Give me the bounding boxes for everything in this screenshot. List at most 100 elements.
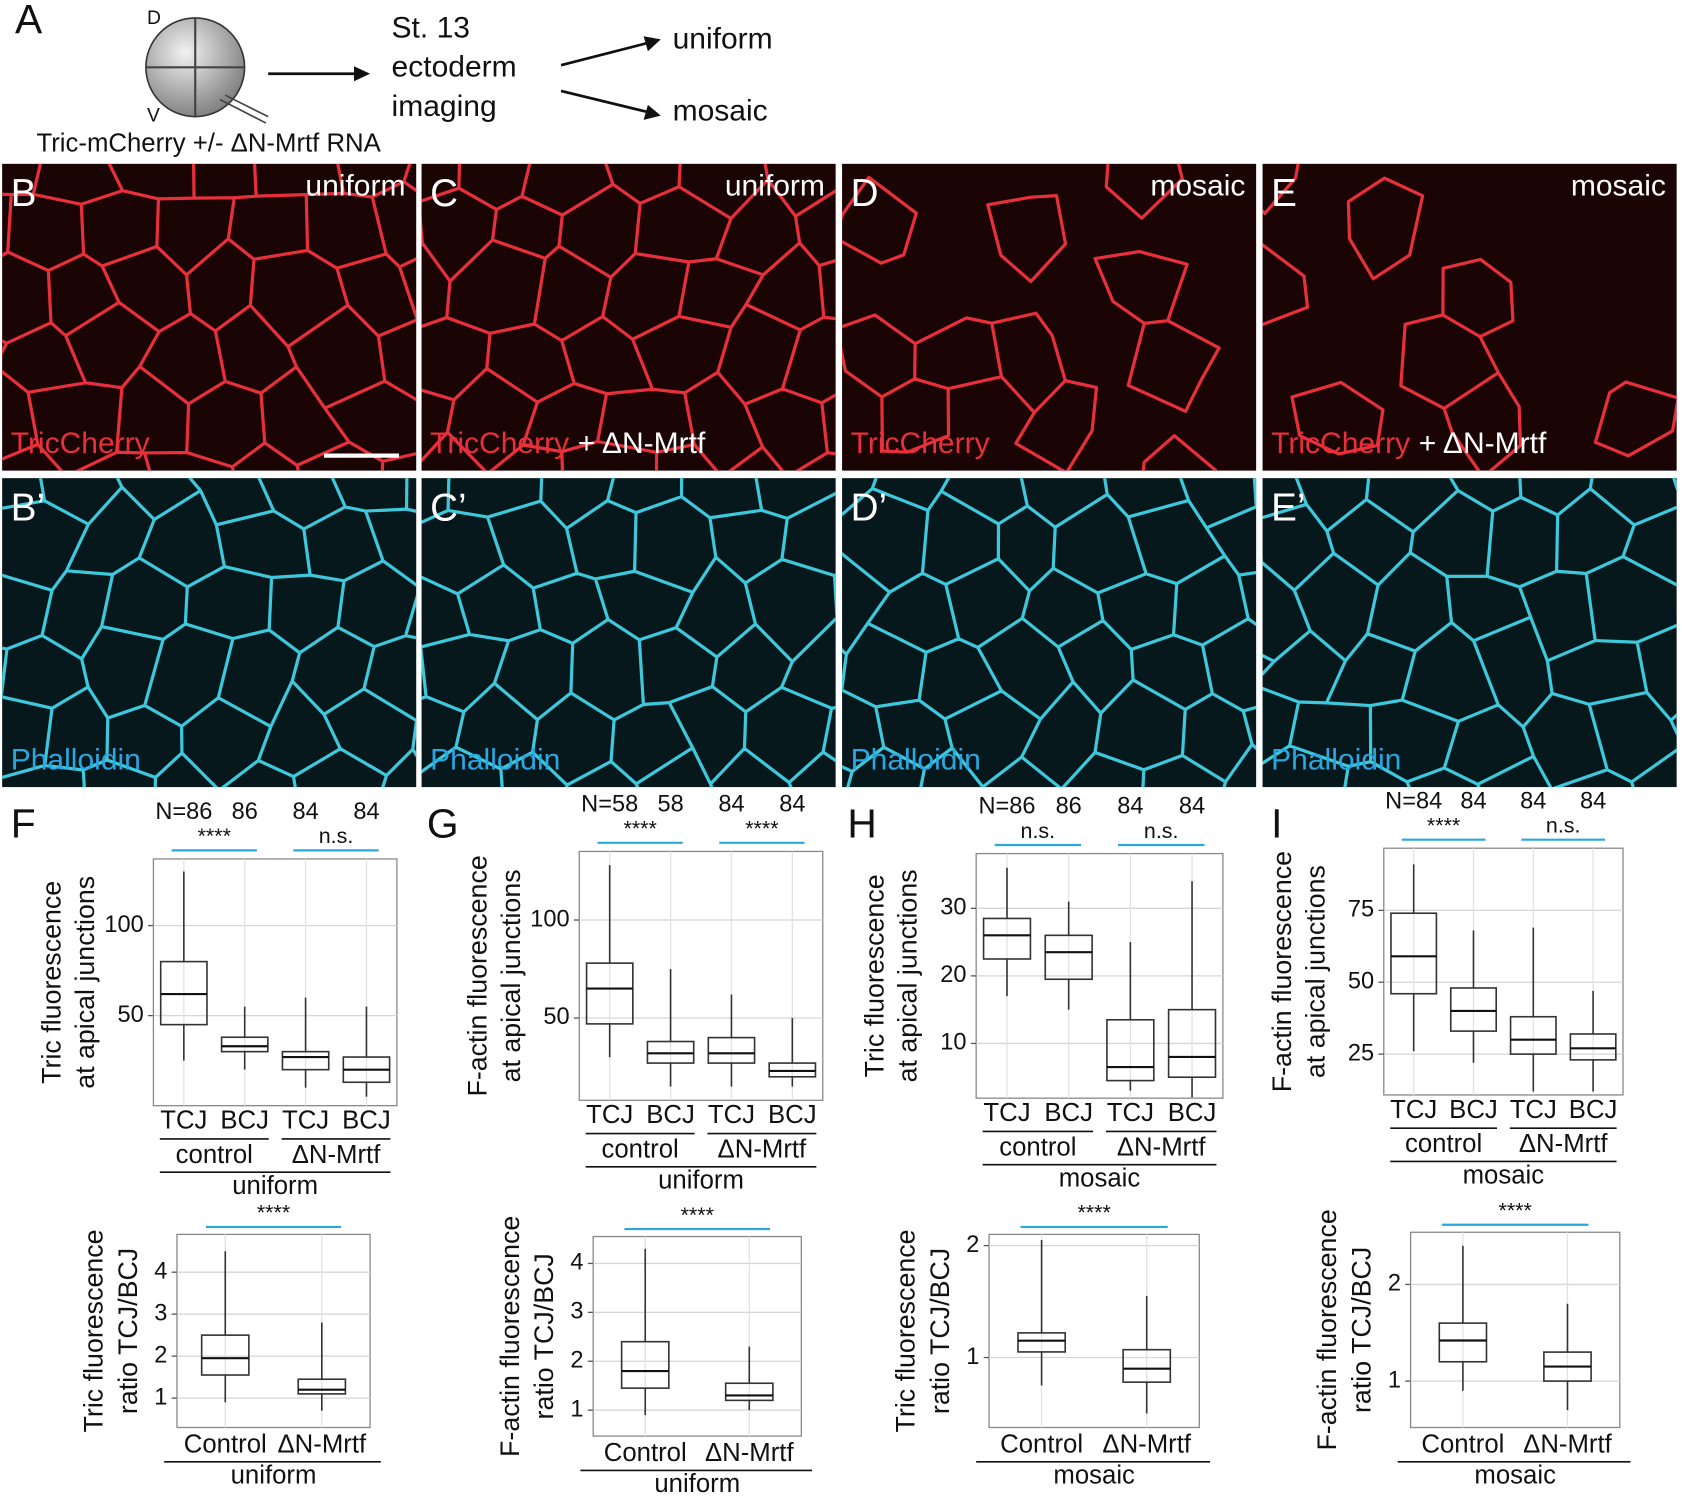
group-label: control [602, 1136, 679, 1164]
box [1569, 1033, 1617, 1061]
x-tick-label: BCJ [1044, 1099, 1093, 1127]
y-tick-label: 50 [118, 1001, 144, 1027]
cell-outlines [842, 163, 1221, 471]
y-tick-label: 100 [530, 905, 569, 931]
group-label: ΔN-Mrtf [1117, 1133, 1207, 1161]
box [1167, 1008, 1217, 1079]
n-label: 84 [1520, 787, 1546, 813]
y-tick-label: 20 [940, 961, 966, 987]
y-axis-label: F-actin fluorescence [463, 855, 493, 1096]
panel-letter: B’ [11, 487, 45, 530]
x-tick-label: ΔN-Mrtf [277, 1431, 367, 1459]
step-label: ectoderm [392, 50, 517, 83]
box [620, 1340, 670, 1389]
group-label: control [999, 1133, 1076, 1161]
y-tick-label: 3 [154, 1299, 167, 1325]
y-tick-label: 2 [154, 1341, 167, 1367]
box [220, 1036, 269, 1053]
y-axis-label: Tric fluorescence [859, 874, 889, 1077]
step-label: St. 13 [392, 12, 470, 45]
group-label: control [176, 1141, 253, 1169]
box [1044, 934, 1093, 981]
x-tick-label: TCJ [282, 1107, 329, 1135]
box [982, 917, 1032, 960]
condition-label: uniform [654, 1470, 740, 1498]
x-tick-label: TCJ [1510, 1096, 1557, 1124]
box [297, 1378, 347, 1395]
y-axis-label: F-actin fluorescence [1312, 1209, 1342, 1450]
cell-outlines [1262, 163, 1677, 471]
injection-needle [219, 94, 269, 124]
y-axis-label: Tric fluorescence [79, 1229, 109, 1432]
box [281, 1050, 330, 1071]
n-label: 84 [1460, 787, 1486, 813]
injection-label: Tric-mCherry +/- ΔN-Mrtf RNA [36, 129, 381, 157]
x-tick-label: TCJ [1107, 1099, 1154, 1127]
panel-a: A D V Tric-mCherry +/- ΔN-Mrtf RNA St. 1… [15, 0, 773, 157]
n-label: 84 [353, 798, 379, 824]
significance-label: **** [257, 1201, 290, 1225]
stain-label: TricCherry [1271, 427, 1410, 460]
micrograph [1262, 478, 1677, 788]
significance-label: **** [1499, 1199, 1532, 1223]
micrograph [2, 163, 417, 471]
y-tick-label: 4 [570, 1249, 583, 1275]
cell-outlines [421, 478, 836, 788]
cell-outlines [2, 478, 417, 788]
arrow [560, 41, 650, 67]
x-tick-label: BCJ [1569, 1096, 1618, 1124]
cell-outlines [421, 163, 836, 471]
box [1509, 1015, 1557, 1055]
arrow-head [643, 36, 661, 52]
panel-letter: D [851, 172, 879, 215]
box [1017, 1332, 1066, 1353]
x-tick-label: BCJ [646, 1101, 695, 1129]
y-tick-label: 4 [154, 1257, 167, 1283]
y-axis-label: at apical junctions [70, 876, 100, 1089]
micrograph [421, 163, 836, 471]
n-label: N=86 [978, 793, 1035, 819]
panel-letter: C [430, 172, 458, 215]
n-label: 84 [1580, 787, 1606, 813]
significance-label: **** [198, 824, 231, 848]
condition-label: mosaic [1474, 1462, 1556, 1490]
n-label: N=58 [581, 791, 638, 817]
stain-extra: + ΔN-Mrtf [1419, 427, 1547, 460]
x-tick-label: BCJ [342, 1107, 391, 1135]
significance-label: **** [1427, 813, 1460, 837]
n-label: 84 [718, 791, 744, 817]
y-axis-label: Tric fluorescence [37, 881, 67, 1084]
significance-label: n.s. [1144, 819, 1179, 843]
embryo-cleavage [145, 17, 245, 117]
y-tick-label: 10 [940, 1029, 966, 1055]
condition-label: mosaic [1059, 1164, 1141, 1192]
significance-label: **** [745, 817, 778, 841]
plot-area [592, 1235, 802, 1437]
box [585, 962, 634, 1025]
y-axis-label: F-actin fluorescence [1267, 851, 1297, 1092]
significance-label: n.s. [1546, 813, 1581, 837]
n-label: 84 [1117, 793, 1143, 819]
y-tick-label: 75 [1348, 896, 1374, 922]
y-tick-label: 30 [940, 894, 966, 920]
plot-area [152, 858, 398, 1107]
n-label: 84 [1179, 793, 1205, 819]
stain-label: Phalloidin [851, 743, 981, 776]
y-tick-label: 3 [570, 1298, 583, 1324]
y-tick-label: 50 [1348, 967, 1374, 993]
significance-label: **** [681, 1203, 714, 1227]
significance-label: n.s. [319, 824, 354, 848]
group-label: ΔN-Mrtf [292, 1141, 382, 1169]
n-label: 58 [657, 791, 683, 817]
group-label: control [1405, 1130, 1482, 1158]
y-tick-label: 2 [966, 1231, 979, 1257]
y-axis-label: F-actin fluorescence [495, 1216, 525, 1457]
significance-label: **** [1077, 1201, 1110, 1225]
micrograph [1262, 163, 1677, 471]
plot-area [1409, 1231, 1621, 1429]
step-label: imaging [392, 90, 497, 123]
plot-area [578, 850, 824, 1101]
image-background [421, 163, 836, 471]
cell-outlines [2, 163, 417, 471]
cell-outlines [842, 478, 1257, 788]
